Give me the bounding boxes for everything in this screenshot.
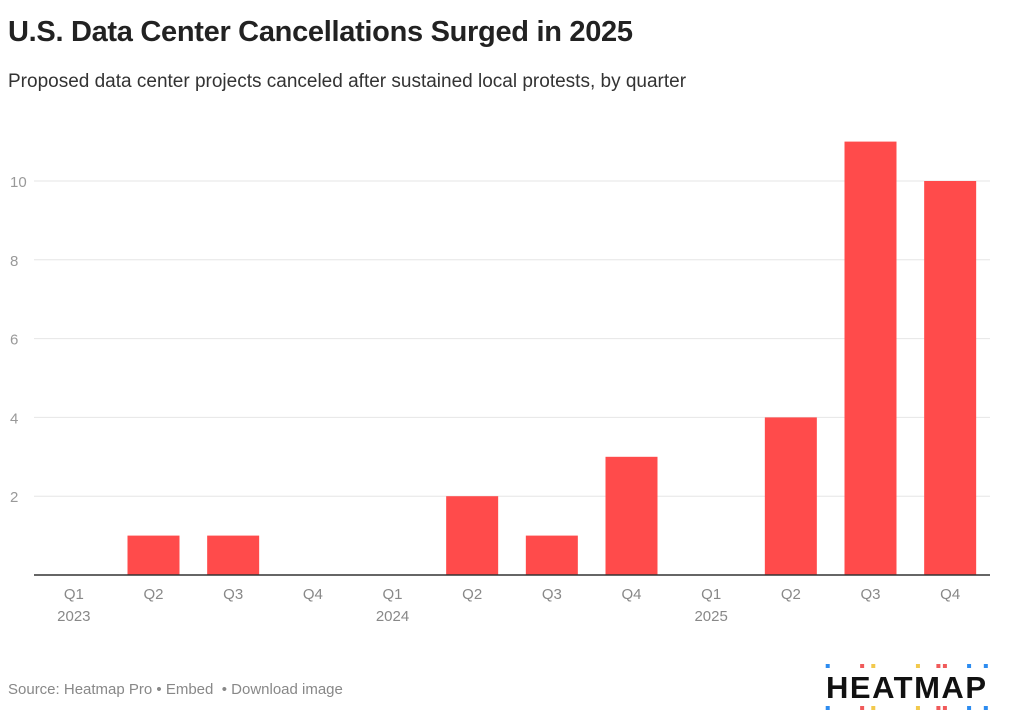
logo-dot bbox=[942, 706, 947, 710]
x-tick-year-label: 2023 bbox=[57, 608, 90, 625]
logo-text: HEATMAP bbox=[826, 670, 986, 705]
x-tick-label: Q3 bbox=[542, 586, 562, 603]
logo-dot bbox=[825, 706, 830, 710]
logo-dot bbox=[936, 706, 941, 710]
logo-dot bbox=[983, 664, 988, 668]
bar bbox=[844, 141, 897, 575]
bar bbox=[446, 496, 499, 575]
logo-dot bbox=[942, 664, 947, 668]
bar bbox=[525, 535, 578, 575]
logo-dot bbox=[915, 664, 920, 668]
y-tick-label: 2 bbox=[10, 489, 18, 506]
x-tick-year-label: 2025 bbox=[694, 608, 727, 625]
chart-subtitle: Proposed data center projects canceled a… bbox=[8, 71, 687, 92]
logo-dot bbox=[860, 706, 865, 710]
y-tick-label: 4 bbox=[10, 410, 18, 427]
logo-dot bbox=[967, 664, 972, 668]
bar bbox=[924, 181, 977, 575]
x-tick-label: Q4 bbox=[303, 586, 323, 603]
x-tick-label: Q2 bbox=[143, 586, 163, 603]
download-image-link[interactable]: Download image bbox=[231, 681, 343, 698]
x-tick-year-label: 2024 bbox=[376, 608, 409, 625]
logo-dot bbox=[936, 664, 941, 668]
bar bbox=[605, 456, 658, 575]
bar-chart: 2 4 6 8 10 Q1 2023 Q2 Q3 Q4 Q1 2024 Q2 Q3 Q4 Q1 2025 Q2 Q3… bbox=[10, 141, 990, 625]
logo-dot bbox=[871, 664, 876, 668]
logo-dot bbox=[871, 706, 876, 710]
separator: • bbox=[152, 681, 166, 698]
bar bbox=[127, 535, 180, 575]
source-text: Source: Heatmap Pro bbox=[8, 681, 153, 698]
bar bbox=[764, 417, 817, 575]
x-tick-label: Q3 bbox=[223, 586, 243, 603]
chart-title: U.S. Data Center Cancellations Surged in… bbox=[8, 16, 633, 48]
x-tick-label: Q1 bbox=[701, 586, 721, 603]
x-tick-label: Q3 bbox=[860, 586, 880, 603]
x-tick-label: Q1 bbox=[382, 586, 402, 603]
footer: Source: Heatmap Pro • Embed • Download i… bbox=[8, 681, 343, 698]
x-tick-label: Q4 bbox=[621, 586, 641, 603]
x-tick-label: Q2 bbox=[462, 586, 482, 603]
logo-dot bbox=[983, 706, 988, 710]
bar bbox=[207, 535, 260, 575]
logo-dot bbox=[915, 706, 920, 710]
separator: • bbox=[217, 681, 232, 698]
x-tick-label: Q1 bbox=[64, 586, 84, 603]
x-tick-label: Q4 bbox=[940, 586, 960, 603]
y-tick-label: 6 bbox=[10, 332, 18, 349]
y-tick-label: 10 bbox=[10, 174, 27, 191]
heatmap-logo: HEATMAP bbox=[825, 664, 988, 710]
logo-dot bbox=[825, 664, 830, 668]
embed-link[interactable]: Embed bbox=[165, 681, 214, 698]
x-tick-label: Q2 bbox=[781, 586, 801, 603]
logo-dot bbox=[860, 664, 865, 668]
logo-dot bbox=[967, 706, 972, 710]
y-tick-label: 8 bbox=[10, 253, 18, 270]
